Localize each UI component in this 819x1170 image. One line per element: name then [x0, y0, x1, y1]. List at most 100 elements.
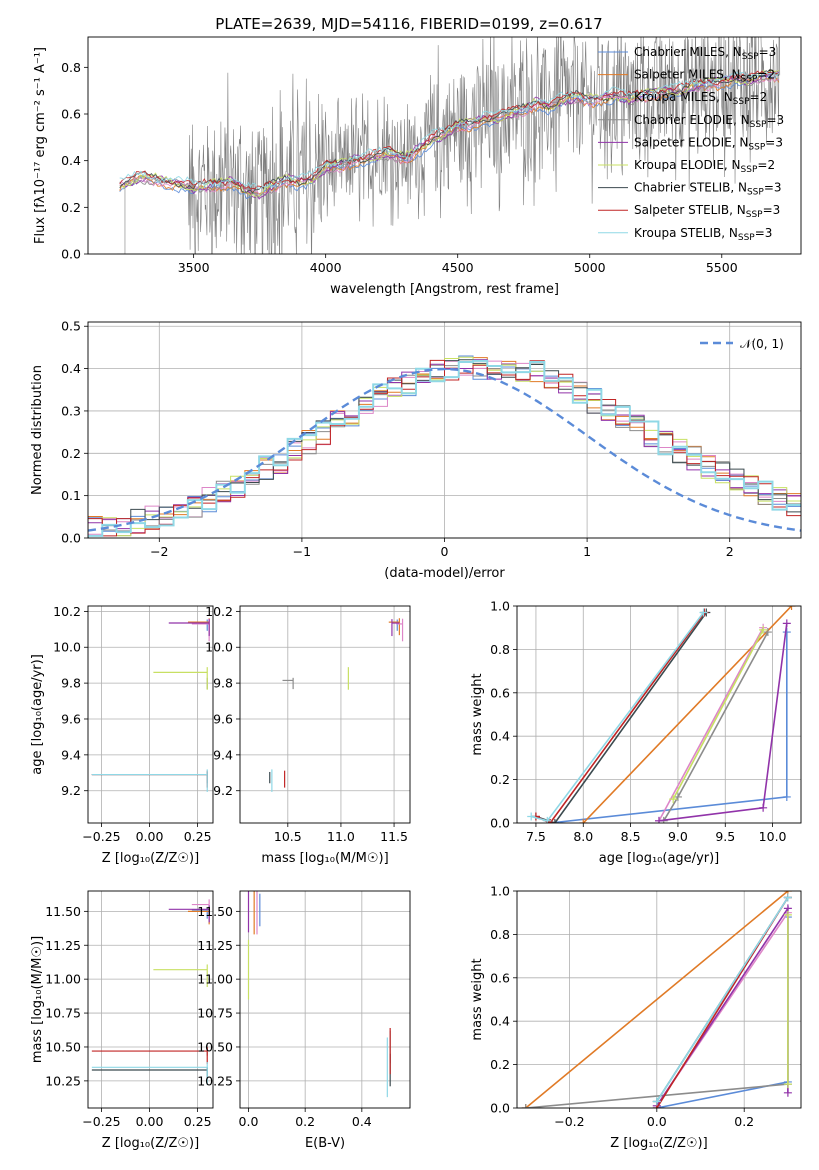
weight-marker-salpeter-elodie	[783, 1088, 792, 1097]
y-tick-label: 11.25	[45, 938, 81, 953]
spectrum-data-line	[117, 37, 781, 254]
x-tick-label: 8.5	[621, 829, 641, 844]
x-tick-label: 0.0	[647, 1114, 667, 1129]
weight-marker-kroupa-elodie	[783, 1080, 792, 1089]
plot-area	[117, 37, 781, 254]
x-axis-label: Z [log₁₀(Z/Z☉)]	[102, 1136, 199, 1151]
y-axis-label: Normed distribution	[30, 365, 45, 495]
x-tick-label: 4000	[310, 260, 342, 275]
weight-line-kroupa-miles	[658, 627, 764, 822]
histogram-kroupa-stelib	[88, 359, 801, 538]
weight-marker-chabrier-elodie	[673, 792, 682, 801]
weight-line-chabrier-elodie	[663, 631, 769, 822]
plot-area	[527, 606, 796, 823]
x-axis-label: age [log₁₀(age/yr)]	[599, 851, 720, 866]
weight-marker-kroupa-elodie	[669, 795, 678, 804]
weight-marker-kroupa-elodie	[759, 625, 768, 634]
x-tick-label: 5500	[706, 260, 738, 275]
x-tick-label: 9.0	[668, 829, 688, 844]
x-tick-label: 3500	[178, 260, 210, 275]
plot-area	[91, 618, 210, 792]
y-tick-label: 10.50	[197, 1039, 233, 1054]
y-tick-label: 10.2	[53, 604, 81, 619]
model-line-kroupa-elodie	[119, 69, 780, 198]
model-line-salpeter-elodie	[119, 70, 780, 200]
weight-marker-kroupa-stelib	[699, 608, 708, 617]
y-tick-label: 0.0	[61, 247, 81, 262]
x-tick-label: −0.25	[82, 1114, 120, 1129]
y-tick-label: 9.2	[61, 783, 81, 798]
panel-age-vs-Z: −0.25 0.00 0.25 9.2 9.4 9.6 9.8 10.0 10.2 Z [log₁…	[30, 604, 214, 866]
y-axis-label: mass weight	[470, 673, 485, 755]
y-tick-label: 0.4	[490, 1014, 510, 1029]
plot-area	[521, 891, 792, 1108]
x-axis-label: E(B-V)	[305, 1136, 345, 1151]
axes-frame	[87, 321, 802, 539]
axes-frame	[87, 890, 214, 1109]
legend-label: Salpeter STELIB, NSSP=3	[634, 203, 780, 220]
y-tick-label: 0.6	[490, 685, 510, 700]
model-line-kroupa-stelib	[119, 71, 780, 190]
y-axis-label: age [log₁₀(age/yr)]	[30, 654, 45, 775]
y-tick-label: 10.75	[197, 1006, 233, 1021]
y-tick-label: 0.6	[61, 107, 81, 122]
legend-label: Salpeter MILES, NSSP=2	[634, 68, 775, 85]
legend-label: Salpeter ELODIE, NSSP=3	[634, 135, 783, 152]
x-tick-label: 0.00	[136, 829, 164, 844]
y-tick-label: 11.50	[45, 904, 81, 919]
y-tick-label: 11.25	[197, 938, 233, 953]
weight-line-salpeter-miles	[525, 891, 789, 1108]
y-tick-label: 10.25	[197, 1073, 233, 1088]
x-axis-label: wavelength [Angstrom, rest frame]	[330, 282, 559, 297]
weight-marker-kroupa-elodie	[783, 910, 792, 919]
legend-label: Kroupa MILES, NSSP=2	[634, 90, 767, 107]
x-axis-label: mass [log₁₀(M/M☉)]	[261, 851, 388, 866]
spectrum-legend: Chabrier MILES, NSSP=3 Salpeter MILES, NS…	[598, 45, 784, 243]
y-tick-label: 10.0	[53, 640, 81, 655]
y-tick-label: 9.6	[213, 711, 233, 726]
y-axis-label: Flux [fλ10⁻¹⁷ erg cm⁻² s⁻¹ A⁻¹]	[33, 47, 48, 244]
y-tick-label: 9.8	[213, 676, 233, 691]
plot-area	[91, 899, 210, 1085]
weight-marker-kroupa-stelib	[783, 893, 792, 902]
y-tick-label: 10.50	[45, 1039, 81, 1054]
plot-area	[269, 618, 404, 792]
panel-weight-vs-Z: −0.2 0.0 0.2 0.0 0.2 0.4 0.6 0.8 1.0 Z [log₁₀(Z/Z…	[470, 884, 802, 1151]
x-tick-label: 0.2	[734, 1114, 754, 1129]
x-tick-label: 0.0	[239, 1114, 259, 1129]
x-tick-label: 10.0	[759, 829, 787, 844]
panel-spectrum: 3500 4000 4500 5000 5500 0.0 0.2 0.4 0.6 0.8 wavel…	[33, 36, 802, 297]
weight-marker-salpeter-miles	[579, 819, 588, 823]
y-tick-label: 10.0	[205, 640, 233, 655]
x-tick-label: 0.25	[184, 829, 212, 844]
weight-line-chabrier-elodie	[525, 1083, 788, 1108]
weight-marker-salpeter-elodie	[782, 619, 791, 628]
y-tick-label: 10.25	[45, 1073, 81, 1088]
y-tick-label: 0.4	[490, 729, 510, 744]
x-tick-label: 1	[583, 544, 591, 559]
x-tick-label: 11.0	[327, 829, 355, 844]
figure-title: PLATE=2639, MJD=54116, FIBERID=0199, z=0…	[215, 15, 602, 33]
axes-frame	[239, 605, 411, 824]
weight-line-kroupa-stelib	[656, 897, 789, 1102]
y-tick-label: 0.8	[61, 60, 81, 75]
x-tick-label: −0.2	[554, 1114, 584, 1129]
y-tick-label: 1.0	[490, 599, 510, 614]
y-tick-label: 0.2	[61, 446, 81, 461]
axes-frame	[87, 605, 214, 824]
y-tick-label: 11.50	[197, 904, 233, 919]
axes-frame	[239, 890, 411, 1109]
weight-marker-kroupa-stelib	[527, 812, 536, 821]
x-tick-label: 4500	[442, 260, 474, 275]
y-tick-label: 9.4	[61, 747, 81, 762]
y-tick-label: 9.8	[61, 676, 81, 691]
y-tick-label: 1.0	[490, 884, 510, 899]
y-tick-label: 0.2	[61, 200, 81, 215]
residuals-legend: 𝒩(0, 1)	[700, 337, 784, 351]
panel-weight-vs-age: 7.5 8.0 8.5 9.0 9.5 10.0 0.0 0.2 0.4 0.6 0.8 1.0 age…	[470, 599, 802, 866]
y-tick-label: 0.4	[61, 153, 81, 168]
y-tick-label: 10.2	[205, 604, 233, 619]
y-tick-label: 0.2	[490, 772, 510, 787]
legend-label: Kroupa ELODIE, NSSP=2	[634, 158, 775, 175]
x-tick-label: 0.25	[184, 1114, 212, 1129]
